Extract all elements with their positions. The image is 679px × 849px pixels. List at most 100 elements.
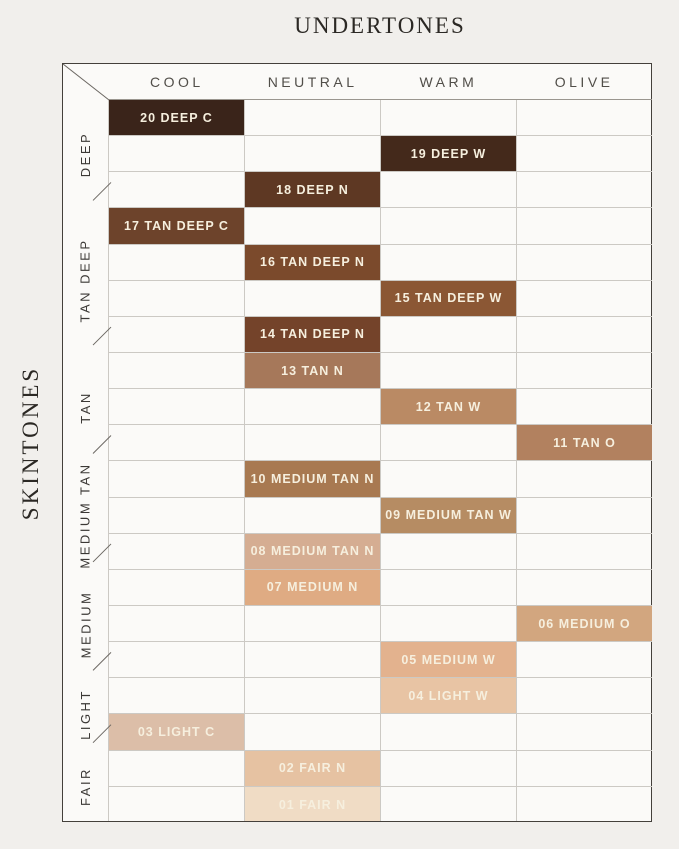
skintone-group-label: FAIR (78, 767, 93, 807)
shade-cell-13: 13 TAN N (245, 352, 381, 389)
shade-cell-10: 10 MEDIUM TAN N (245, 461, 381, 497)
empty-cell-cool (109, 425, 245, 461)
skintone-group-label: DEEP (78, 131, 93, 177)
column-header-olive: OLIVE (554, 73, 614, 90)
empty-cell-cool (109, 678, 245, 714)
shade-label: 01 FAIR N (278, 797, 347, 812)
empty-cell-neutral (245, 208, 381, 244)
empty-cell-warm (381, 569, 517, 605)
empty-cell-warm (381, 425, 517, 461)
empty-cell-olive (517, 570, 652, 605)
shade-label: 03 LIGHT C (137, 724, 216, 739)
empty-cell-neutral (245, 642, 381, 678)
empty-cell-warm (381, 533, 517, 569)
shade-label: 08 MEDIUM TAN N (250, 544, 375, 559)
shade-cell-19: 19 DEEP W (381, 136, 517, 172)
table-row: 11 TAN O (109, 425, 652, 462)
shade-cell-05: 05 MEDIUM W (381, 642, 517, 678)
empty-cell-olive (517, 389, 652, 424)
table-row: 18 DEEP N (109, 172, 652, 209)
shade-cell-04: 04 LIGHT W (381, 678, 517, 714)
empty-cell-olive (517, 461, 652, 496)
skintone-group-label: TAN (77, 390, 93, 424)
skintones-axis-title: SKINTONES (18, 365, 43, 520)
table-row: 05 MEDIUM W (109, 642, 652, 679)
table-row: 19 DEEP W (109, 136, 652, 173)
shade-label: 18 DEEP N (276, 182, 349, 197)
shade-label: 14 TAN DEEP N (260, 327, 365, 342)
shade-cell-20: 20 DEEP C (109, 100, 245, 136)
undertone-header-row: COOL NEUTRAL WARM OLIVE (109, 64, 652, 100)
empty-cell-cool (109, 533, 245, 569)
empty-cell-warm (381, 244, 517, 280)
shade-cell-12: 12 TAN W (381, 389, 517, 425)
empty-cell-cool (109, 750, 245, 786)
shade-label: 06 MEDIUM O (538, 616, 631, 631)
skintone-group-label: LIGHT (78, 689, 94, 740)
empty-cell-olive (517, 136, 652, 171)
column-header-neutral: NEUTRAL (267, 73, 358, 90)
empty-cell-neutral (245, 605, 381, 642)
shade-label: 12 TAN W (415, 399, 482, 414)
empty-cell-warm (381, 100, 517, 136)
table-row: 04 LIGHT W (109, 678, 652, 715)
empty-cell-neutral (245, 678, 381, 714)
shade-label: 05 MEDIUM W (401, 652, 496, 667)
shade-cell-03: 03 LIGHT C (109, 714, 245, 750)
table-row: 13 TAN N (109, 352, 652, 390)
table-row: 12 TAN W (109, 389, 652, 426)
shade-label: 10 MEDIUM TAN N (250, 471, 375, 486)
skintone-group-label: TAN DEEP (78, 238, 93, 323)
shade-cell-18: 18 DEEP N (245, 172, 381, 208)
empty-cell-cool (109, 136, 245, 172)
table-row: 03 LIGHT C (109, 714, 652, 751)
column-header-warm: WARM (419, 73, 478, 90)
shade-cell-02: 02 FAIR N (245, 750, 381, 786)
shade-matrix-table: COOL NEUTRAL WARM OLIVE DEEP TAN DEEP TAN M… (62, 63, 652, 822)
empty-cell-cool (109, 352, 245, 389)
table-row: 06 MEDIUM O (109, 605, 652, 643)
empty-cell-warm (381, 316, 517, 352)
skintone-group-tan: TAN (63, 353, 108, 461)
shade-label: 13 TAN N (281, 363, 344, 378)
table-row: 08 MEDIUM TAN N (109, 533, 652, 570)
empty-cell-cool (109, 569, 245, 605)
empty-cell-olive (517, 245, 652, 280)
table-row: 17 TAN DEEP C (109, 208, 652, 245)
empty-cell-cool (109, 786, 245, 821)
empty-cell-warm (381, 714, 517, 750)
shade-cell-07: 07 MEDIUM N (245, 569, 381, 605)
skintone-group-label: MEDIUM (78, 590, 93, 658)
table-row: 10 MEDIUM TAN N (109, 461, 652, 498)
empty-cell-olive (517, 642, 652, 677)
skintones-axis-title-wrap: SKINTONES (0, 63, 62, 822)
skintone-group-medium: MEDIUM (63, 570, 108, 678)
shade-label: 15 TAN DEEP W (394, 291, 503, 306)
shade-label: 04 LIGHT W (408, 688, 489, 703)
skintone-group-medium-tan: MEDIUM TAN (63, 461, 108, 569)
shade-cell-11: 11 TAN O (517, 425, 652, 461)
table-row: 07 MEDIUM N (109, 569, 652, 606)
skintone-group-light: LIGHT (63, 678, 108, 750)
empty-cell-neutral (245, 280, 381, 316)
undertones-axis-title: UNDERTONES (294, 13, 466, 38)
empty-cell-olive (517, 100, 652, 135)
empty-cell-olive (517, 208, 652, 243)
empty-cell-cool (109, 316, 245, 352)
shade-label: 11 TAN O (553, 435, 616, 450)
empty-cell-warm (381, 208, 517, 244)
empty-cell-warm (381, 605, 517, 642)
table-row: 14 TAN DEEP N (109, 316, 652, 353)
empty-cell-warm (381, 786, 517, 821)
empty-cell-olive (517, 317, 652, 352)
empty-cell-neutral (245, 714, 381, 750)
corner-diagonal-line (63, 64, 110, 101)
table-row: 20 DEEP C (109, 100, 652, 137)
skintone-group-label: MEDIUM TAN (78, 462, 94, 569)
shade-cell-08: 08 MEDIUM TAN N (245, 533, 381, 569)
empty-cell-olive (517, 787, 652, 821)
shade-label: 02 FAIR N (278, 761, 347, 776)
table-row: 15 TAN DEEP W (109, 280, 652, 317)
empty-cell-cool (109, 497, 245, 533)
